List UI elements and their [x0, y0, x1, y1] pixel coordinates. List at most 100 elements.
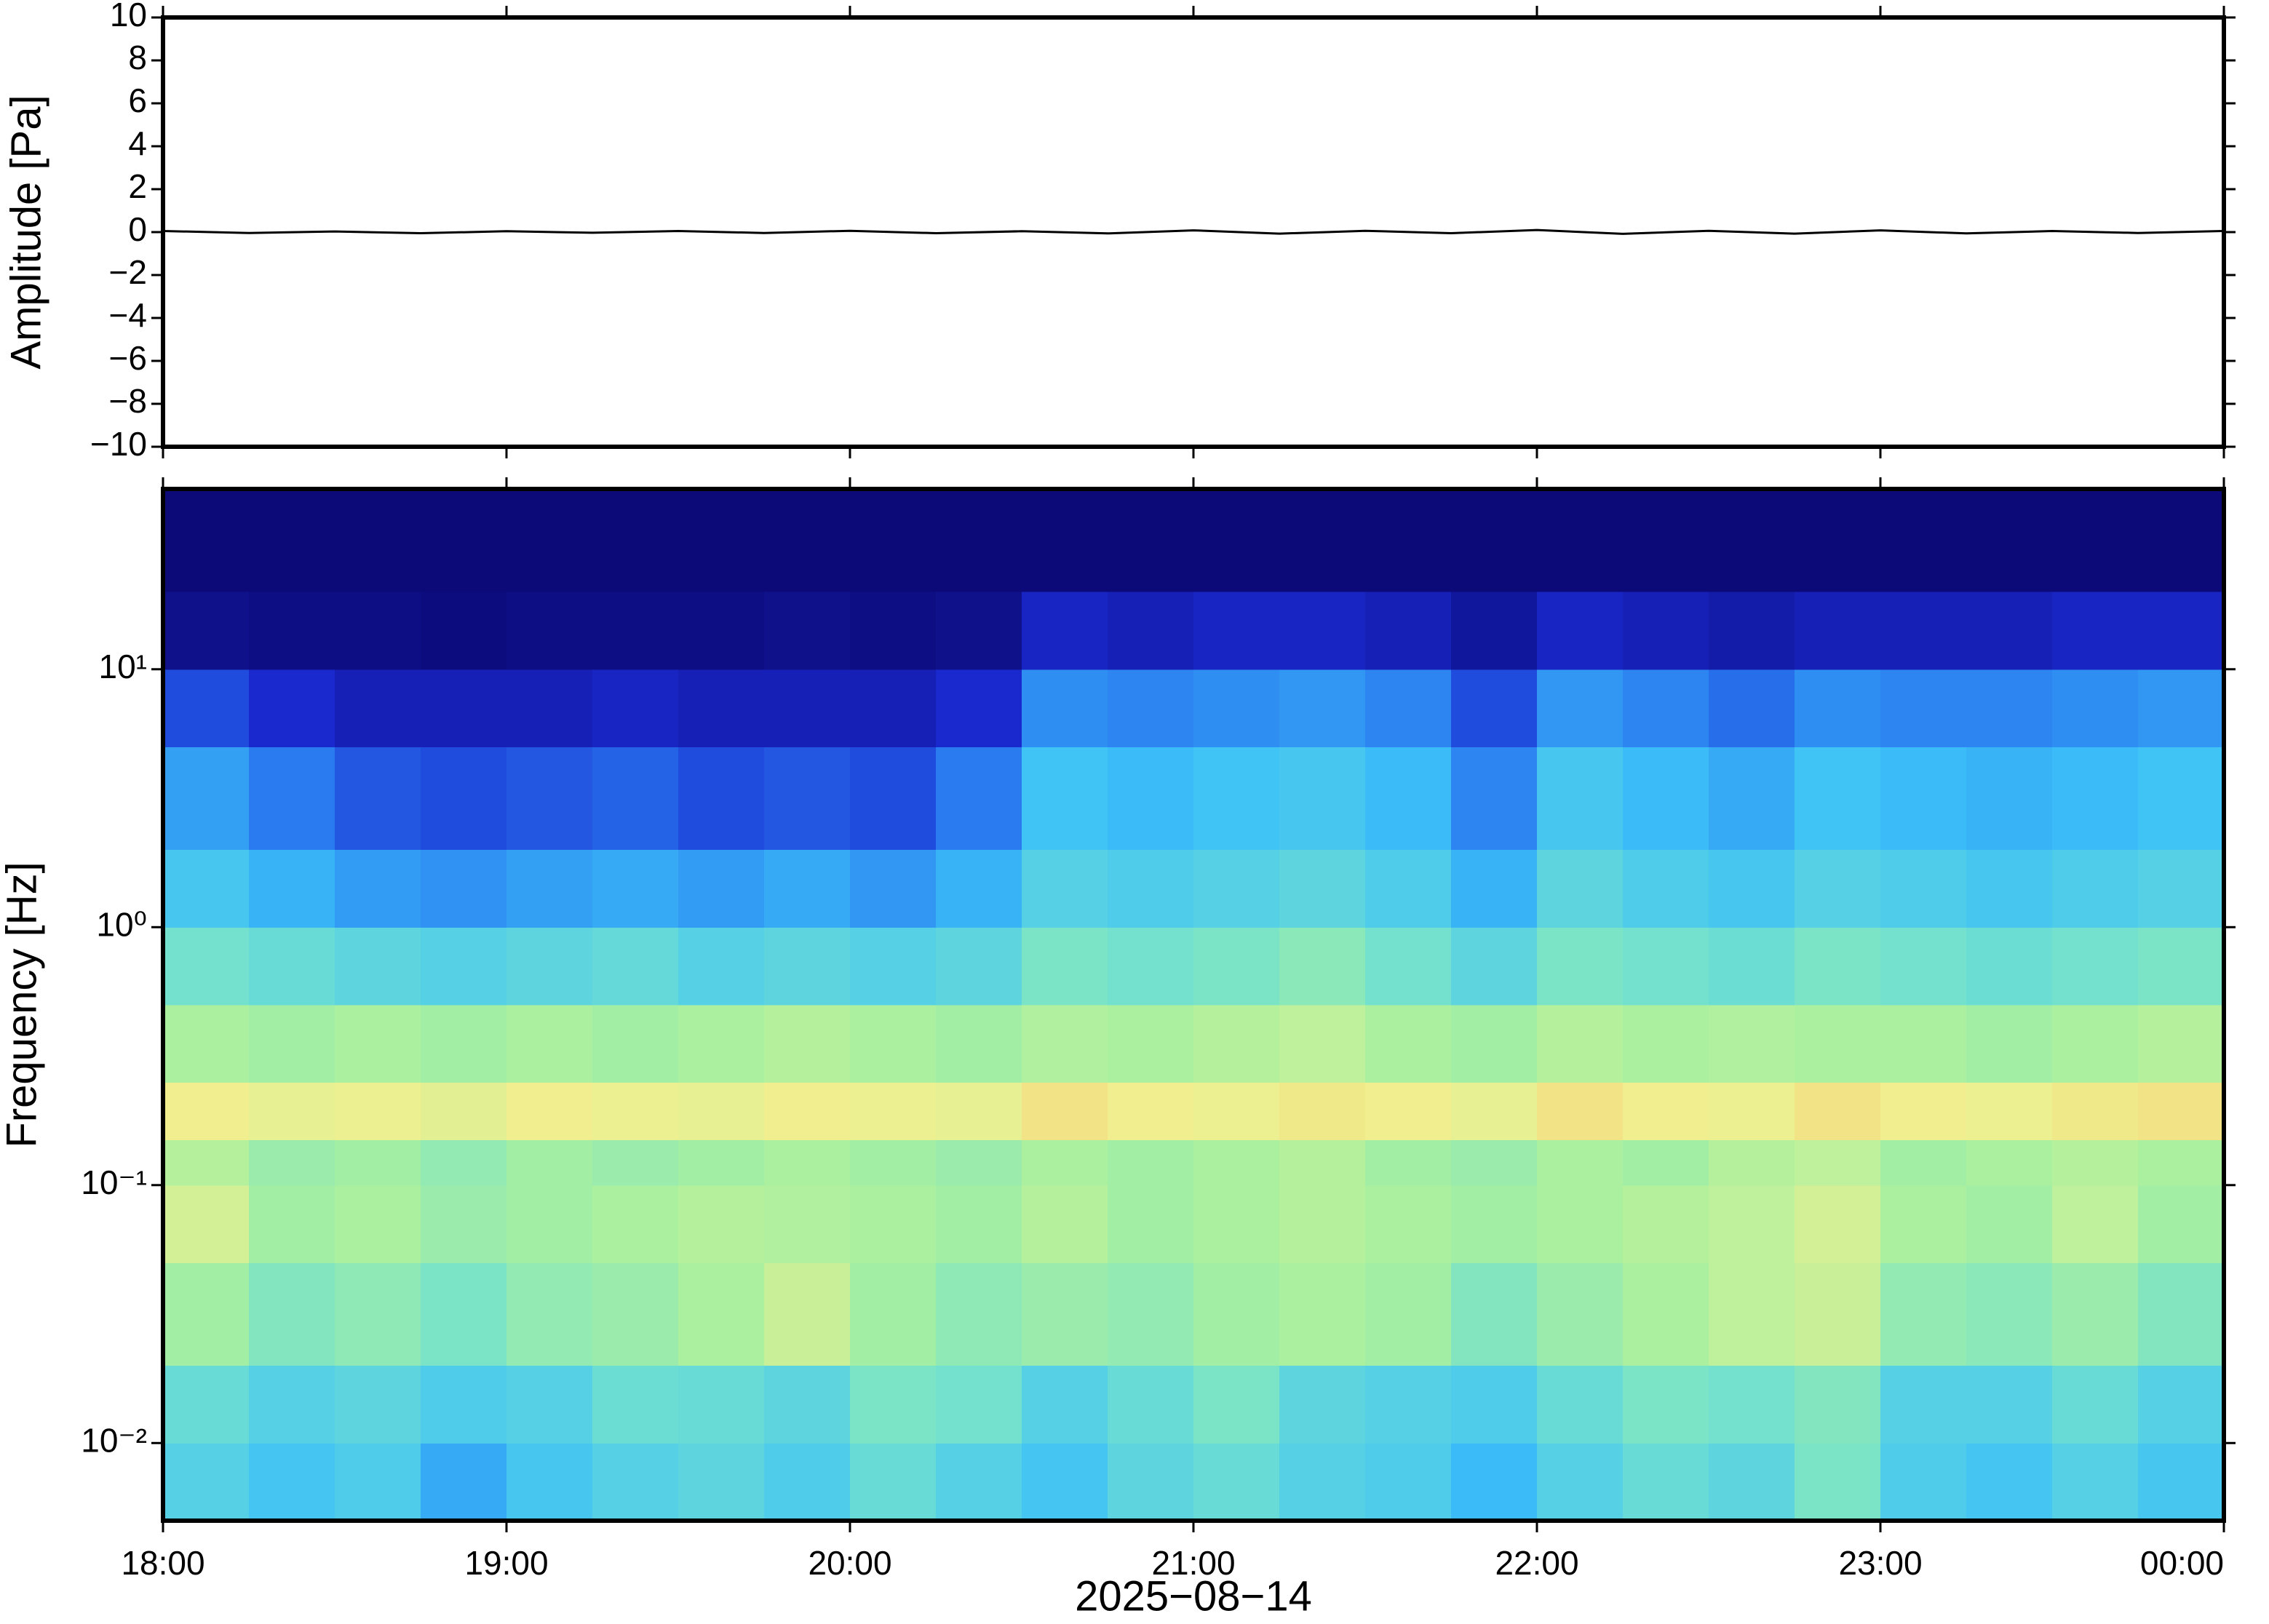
spectrogram-cell — [1365, 1082, 1452, 1140]
spectrogram-cell — [421, 592, 507, 670]
spectrogram-cell — [421, 747, 507, 851]
spectrogram-cell — [850, 1443, 937, 1521]
spectrogram-cell — [1709, 1365, 1795, 1444]
spectrogram-cell — [1623, 747, 1709, 851]
spectrogram-cell — [1966, 1262, 2053, 1366]
spectrogram-cell — [1795, 669, 1881, 747]
spectrogram-cell — [1537, 489, 1624, 592]
spectrogram-cell — [2138, 1262, 2225, 1366]
spectrogram-cell — [2052, 927, 2139, 1006]
spectrogram-cell — [163, 1139, 250, 1186]
spectrogram-cell — [1537, 927, 1624, 1006]
spectrogram-cell — [1880, 1185, 1967, 1263]
spectrogram-cell — [335, 849, 421, 928]
spectrogram-cell — [1279, 747, 1366, 851]
spectrogram-cell — [421, 1262, 507, 1366]
waveform-line — [162, 228, 2225, 235]
y-tick-label: 10⁻² — [81, 1421, 147, 1459]
spectrogram-cell — [1279, 1082, 1366, 1140]
spectrogram-cell — [249, 1443, 335, 1521]
spectrogram-cell — [1193, 1365, 1280, 1444]
spectrogram-cell — [936, 1005, 1022, 1083]
spectrogram-cell — [421, 1005, 507, 1083]
spectrogram-cell — [936, 927, 1022, 1006]
spectrogram-cell — [1623, 1365, 1709, 1444]
spectrogram-cell — [1365, 669, 1452, 747]
spectrogram-cell — [1022, 489, 1108, 592]
spectrogram-cell — [249, 1262, 335, 1366]
spectrogram-cell — [249, 669, 335, 747]
spectrogram-cell — [1966, 747, 2053, 851]
spectrogram-cell — [1365, 489, 1452, 592]
spectrogram-cell — [421, 1443, 507, 1521]
spectrogram-cell — [163, 1185, 250, 1263]
spectrogram-cell — [1623, 669, 1709, 747]
spectrogram-cell — [1193, 927, 1280, 1006]
spectrogram-cell — [678, 1139, 765, 1186]
spectrogram-cell — [1709, 747, 1795, 851]
spectrogram-cell — [1623, 1005, 1709, 1083]
spectrogram-cell — [850, 1185, 937, 1263]
spectrogram-cell — [335, 1082, 421, 1140]
spectrogram-cell — [1623, 927, 1709, 1006]
spectrogram-cell — [1108, 1185, 1194, 1263]
spectrogram-cell — [1108, 1005, 1194, 1083]
spectrogram-cell — [1880, 1139, 1967, 1186]
spectrogram-cell — [1193, 849, 1280, 928]
spectrogram-cell — [1537, 1185, 1624, 1263]
spectrogram — [163, 489, 2225, 1521]
spectrogram-cell — [1022, 1262, 1108, 1366]
spectrogram-cell — [850, 669, 937, 747]
spectrogram-cell — [1193, 1443, 1280, 1521]
spectrogram-cell — [1880, 747, 1967, 851]
spectrogram-cell — [335, 592, 421, 670]
spectrogram-cell — [936, 747, 1022, 851]
spectrogram-cell — [592, 1139, 679, 1186]
spectrogram-cell — [1709, 1082, 1795, 1140]
spectrogram-cell — [1108, 592, 1194, 670]
spectrogram-cell — [1795, 1005, 1881, 1083]
spectrogram-cell — [936, 1139, 1022, 1186]
spectrogram-cell — [1108, 747, 1194, 851]
spectrogram-cell — [506, 592, 593, 670]
spectrogram-cell — [1880, 1082, 1967, 1140]
spectrogram-cell — [1966, 1365, 2053, 1444]
spectrogram-cell — [764, 592, 851, 670]
spectrogram-cell — [764, 1262, 851, 1366]
spectrogram-cell — [936, 849, 1022, 928]
spectrogram-cell — [1966, 1443, 2053, 1521]
spectrogram-cell — [2052, 1443, 2139, 1521]
spectrogram-cell — [592, 1082, 679, 1140]
spectrogram-cell — [335, 1262, 421, 1366]
spectrogram-cell — [936, 669, 1022, 747]
spectrogram-cell — [249, 1139, 335, 1186]
spectrogram-cell — [1623, 1262, 1709, 1366]
spectrogram-cell — [1108, 927, 1194, 1006]
spectrogram-cell — [1022, 849, 1108, 928]
spectrogram-cell — [1108, 1443, 1194, 1521]
spectrogram-cell — [678, 1082, 765, 1140]
spectrogram-cell — [1108, 1082, 1194, 1140]
spectrogram-cell — [1709, 489, 1795, 592]
spectrogram-cell — [1022, 1139, 1108, 1186]
spectrogram-cell — [1537, 1365, 1624, 1444]
spectrogram-cell — [936, 1082, 1022, 1140]
spectrogram-cell — [764, 1365, 851, 1444]
spectrogram-cell — [249, 927, 335, 1006]
spectrogram-cell — [2138, 1443, 2225, 1521]
spectrogram-cell — [1709, 592, 1795, 670]
spectrogram-cell — [1279, 1262, 1366, 1366]
spectrogram-cell — [163, 489, 250, 592]
spectrogram-cell — [1279, 592, 1366, 670]
spectrogram-cell — [678, 489, 765, 592]
spectrogram-cell — [249, 747, 335, 851]
spectrogram-cell — [1451, 849, 1538, 928]
spectrogram-cell — [678, 1365, 765, 1444]
spectrogram-cell — [1279, 927, 1366, 1006]
spectrogram-cell — [592, 1185, 679, 1263]
spectrogram-cell — [1537, 747, 1624, 851]
spectrogram-cell — [335, 1005, 421, 1083]
spectrogram-cell — [1451, 1262, 1538, 1366]
